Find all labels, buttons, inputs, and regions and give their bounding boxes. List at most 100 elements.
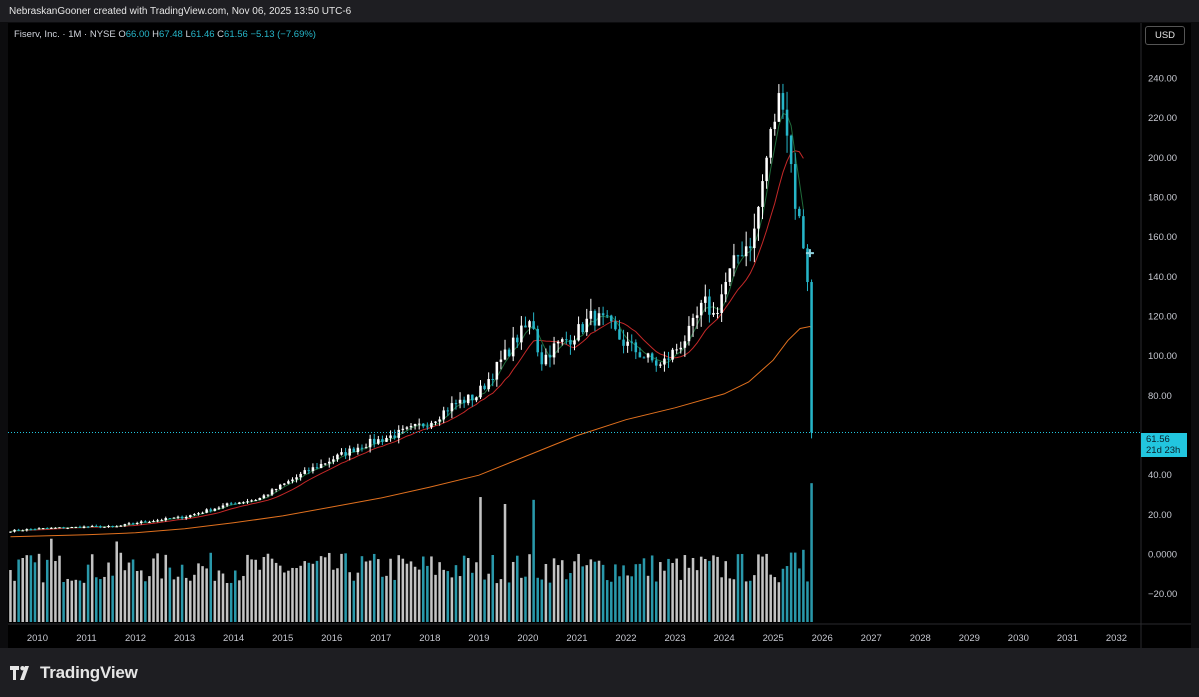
volume-bar [581,566,584,622]
candle-body [33,529,37,531]
volume-bar [802,549,805,622]
volume-bar [78,580,82,622]
candle-body [238,502,241,504]
volume-bar [671,562,674,622]
volume-bar [368,560,372,622]
volume-bar [716,556,719,622]
candle-body [638,352,642,358]
candle-body [58,527,61,529]
chart-pane[interactable]: 260.00240.00220.00200.00180.00160.00140.… [8,23,1191,648]
price-chart[interactable]: 260.00240.00220.00200.00180.00160.00140.… [8,23,1191,648]
time-axis-tick-label: 2017 [370,633,391,644]
time-axis-tick-label: 2023 [664,633,685,644]
candle-body [377,439,380,444]
volume-bar [258,569,262,622]
candle-body [744,246,748,257]
candle-body [757,206,760,229]
volume-bar [614,564,617,622]
volume-bar [548,582,552,622]
volume-bar [123,570,127,622]
volume-bar [454,565,458,622]
volume-bar [585,565,589,622]
candle-body [671,349,674,360]
candle-body [385,437,388,442]
candle-body [144,521,147,523]
volume-bar [332,569,335,622]
candle-body [225,503,229,506]
volume-bar [724,561,727,622]
time-axis-tick-label: 2018 [419,633,440,644]
price-axis-tick-label: 160.00 [1148,232,1177,243]
candle-body [41,528,45,530]
candle-body [528,321,531,328]
open-label: O [118,29,126,40]
candle-body [789,135,793,165]
volume-bar [777,582,781,622]
volume-bar [565,579,568,622]
candle-body [548,354,552,358]
currency-button[interactable]: USD [1145,26,1185,45]
candle-body [413,424,417,426]
volume-bar [798,568,801,622]
candle-body [442,410,445,420]
candle-body [197,513,200,515]
candle-body [50,527,53,529]
candle-body [471,394,474,401]
volume-bar [274,562,278,622]
last-price-tag: 61.56 21d 23h [1141,433,1187,457]
volume-bar [54,561,57,622]
volume-bar [528,554,531,622]
candle-body [487,379,490,390]
candle-body [536,328,539,353]
price-axis-tick-label: −20.00 [1148,589,1177,600]
volume-bar [41,582,45,622]
candle-body [86,526,90,528]
candle-body [601,313,605,316]
volume-bar [303,561,307,622]
volume-bar [103,576,106,622]
volume-bar [168,567,172,622]
candle-body [201,512,204,514]
volume-bar [487,573,490,622]
candle-body [78,526,82,528]
candle-body [618,329,621,340]
volume-bar [58,555,61,622]
candle-body [544,354,548,365]
tradingview-logo[interactable]: TradingView [10,663,138,683]
volume-bar [695,570,699,622]
candle-body [708,296,711,315]
volume-bar [299,565,302,622]
volume-bar [442,569,445,622]
tradingview-logo-text: TradingView [40,663,138,682]
candle-body [156,520,159,522]
candle-body [422,423,425,427]
volume-bar [409,561,413,622]
volume-bar [757,554,760,622]
low-value: 61.46 [190,29,215,40]
volume-bar [37,553,41,622]
volume-bar [483,579,486,622]
candle-body [389,435,392,438]
volume-bar [315,560,319,622]
volume-bar [618,576,621,622]
volume-bar [426,565,429,622]
candle-body [139,521,143,524]
candle-body [556,341,560,344]
volume-bar [95,577,98,622]
volume-bar [708,560,711,622]
volume-bar [466,558,470,622]
candle-body [135,523,139,525]
volume-bar [25,555,29,622]
volume-bar [21,557,24,622]
volume-bar [287,570,290,622]
candle-body [462,399,466,404]
volume-bar [691,557,695,622]
volume-bar [761,556,764,622]
candle-body [295,477,298,480]
candle-body [511,337,515,357]
candle-body [753,228,756,249]
candle-body [127,523,131,525]
volume-bar [532,499,535,622]
candle-body [642,357,646,359]
volume-bar [389,558,392,622]
